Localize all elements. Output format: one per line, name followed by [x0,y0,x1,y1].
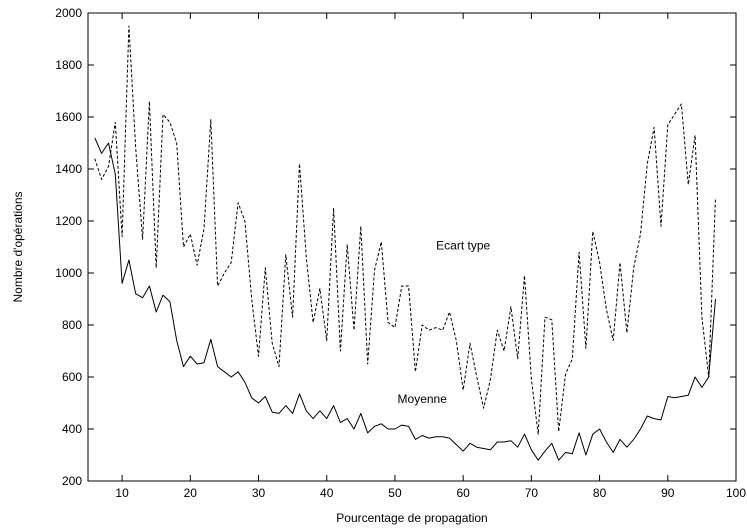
annotations: Ecart type Moyenne [398,239,491,406]
series-line-moyenne [94,137,716,461]
y-tick-label: 400 [62,422,82,436]
x-tick-label: 80 [593,486,607,500]
x-tick-label: 20 [184,486,198,500]
annotation-label: Moyenne [398,392,448,406]
y-tick-label: 800 [62,318,82,332]
y-tick-label: 200 [62,474,82,488]
x-tick-label: 40 [320,486,334,500]
x-tick-label: 60 [456,486,470,500]
y-axis-title: Nombre d'opérations [11,191,25,302]
y-tick-label: 1800 [55,58,82,72]
x-tick-label: 50 [388,486,402,500]
x-tick-label: 10 [115,486,129,500]
y-tick-label: 600 [62,370,82,384]
x-axis-title: Pourcentage de propagation [336,511,487,525]
axis-ticks [88,12,737,482]
y-tick-label: 1000 [55,266,82,280]
plot-frame [87,12,737,482]
y-tick-label: 2000 [55,6,82,20]
axis-tick-labels: 10 20 30 40 50 60 70 80 90 100 200 400 600 800 1000 120… [55,6,746,500]
y-tick-label: 1400 [55,162,82,176]
x-tick-label: 100 [726,486,746,500]
series-layer [94,25,716,461]
series-line-ecart-type [94,25,716,435]
x-tick-label: 30 [252,486,266,500]
x-tick-label: 70 [525,486,539,500]
x-tick-label: 90 [661,486,675,500]
annotation-label: Ecart type [436,239,490,253]
y-tick-label: 1200 [55,214,82,228]
y-tick-label: 1600 [55,110,82,124]
